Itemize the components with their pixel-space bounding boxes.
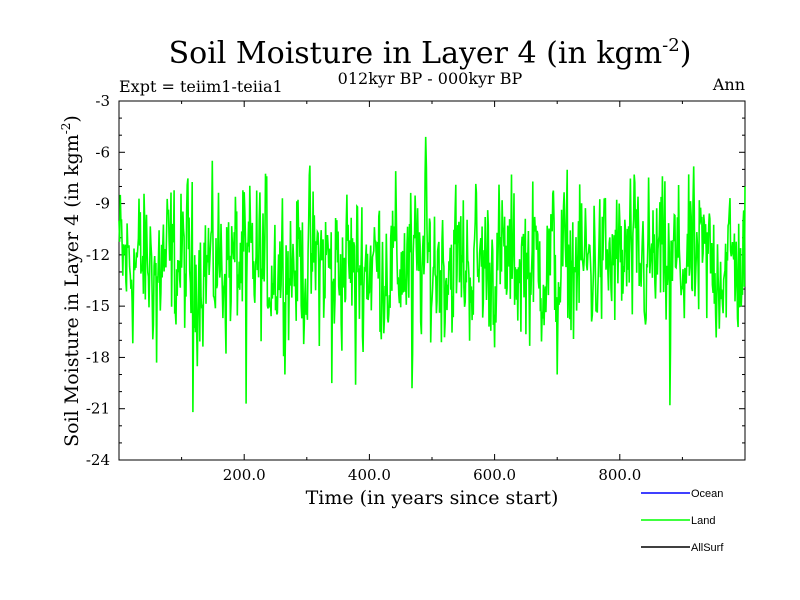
chart-subtitle: 012kyr BP - 000kyr BP bbox=[338, 69, 523, 88]
y-tick-label: -12 bbox=[86, 246, 110, 264]
series-line-land bbox=[118, 136, 746, 413]
y-tick-label: -9 bbox=[95, 195, 110, 213]
y-tick-label: -3 bbox=[95, 92, 110, 110]
y-tick-label: -15 bbox=[86, 297, 110, 315]
y-axis: -24 -21 -18 -15 -12 -9 -6 -3 bbox=[86, 92, 745, 469]
y-tick-label: -21 bbox=[86, 400, 110, 418]
legend-label-allsurf: AllSurf bbox=[691, 542, 724, 554]
x-axis-label: Time (in years since start) bbox=[306, 487, 559, 509]
legend: Ocean Land AllSurf bbox=[641, 488, 724, 554]
x-axis: 200.0 400.0 600.0 800.0 bbox=[181, 101, 683, 484]
y-tick-label: -18 bbox=[86, 348, 110, 366]
chart-title: Soil Moisture in Layer 4 (in kgm-2) bbox=[169, 35, 692, 71]
y-tick-label: -24 bbox=[86, 451, 110, 469]
y-tick-label: -6 bbox=[95, 143, 110, 161]
series-layer bbox=[118, 136, 746, 413]
x-tick-label: 400.0 bbox=[348, 466, 391, 484]
legend-label-land: Land bbox=[691, 515, 715, 527]
x-tick-label: 800.0 bbox=[598, 466, 641, 484]
expt-label: Expt = teiim1-teiia1 bbox=[119, 77, 283, 96]
y-axis-label: Soil Moisture in Layer 4 (in kgm-2) bbox=[59, 115, 83, 447]
legend-label-ocean: Ocean bbox=[691, 488, 723, 500]
period-label: Ann bbox=[712, 75, 745, 94]
x-tick-label: 200.0 bbox=[223, 466, 266, 484]
x-tick-label: 600.0 bbox=[473, 466, 516, 484]
